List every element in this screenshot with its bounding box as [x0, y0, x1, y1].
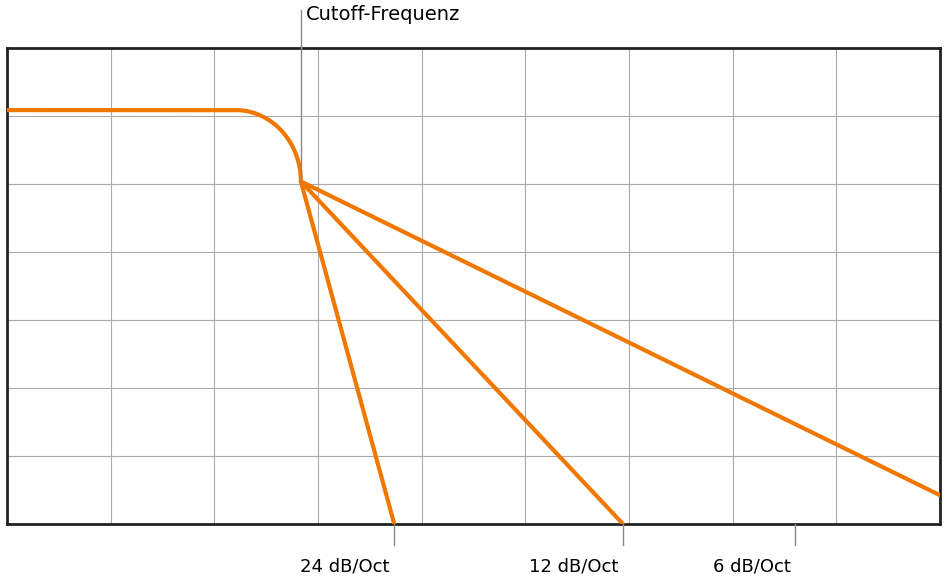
Text: 24 dB/Oct: 24 dB/Oct: [300, 557, 389, 575]
Text: 6 dB/Oct: 6 dB/Oct: [713, 557, 791, 575]
Text: Cutoff-Frequenz: Cutoff-Frequenz: [306, 5, 460, 24]
Text: 12 dB/Oct: 12 dB/Oct: [528, 557, 618, 575]
